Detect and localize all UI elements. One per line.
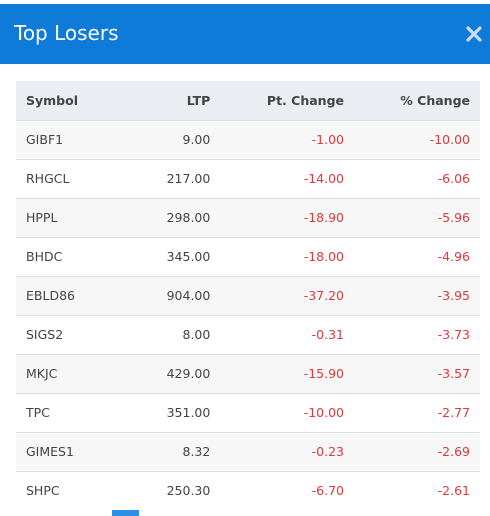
pct-change-cell: -2.61 xyxy=(437,483,470,499)
ltp-cell: 217.00 xyxy=(166,171,211,186)
symbol-cell: BHDC xyxy=(26,249,63,264)
pt-change-cell: -0.31 xyxy=(311,327,344,342)
pt-change-cell: -15.90 xyxy=(303,366,344,381)
symbol-cell: GIMES1 xyxy=(26,444,74,459)
pct-change-cell: -3.57 xyxy=(437,366,470,381)
symbol-cell: SIGS2 xyxy=(26,327,64,342)
ltp-cell: 429.00 xyxy=(166,366,211,381)
table-row[interactable]: GIBF1 9.00 -1.00 -10.00 xyxy=(16,120,480,159)
ltp-cell: 9.00 xyxy=(182,132,211,147)
table-row[interactable]: GIMES1 8.32 -0.23 -2.69 xyxy=(16,432,480,471)
symbol-cell: MKJC xyxy=(26,366,58,381)
pagination-active-page[interactable] xyxy=(112,510,139,516)
pct-change-cell: -3.73 xyxy=(437,327,470,342)
pct-change-cell: -2.77 xyxy=(437,405,470,420)
ltp-cell: 8.00 xyxy=(182,327,211,342)
pt-change-cell: -37.20 xyxy=(303,288,344,303)
table-row[interactable]: HPPL 298.00 -18.90 -5.96 xyxy=(16,198,480,237)
table-header-row: Symbol LTP Pt. Change % Change xyxy=(16,81,480,120)
close-icon[interactable] xyxy=(465,25,483,43)
pct-change-cell: -2.69 xyxy=(437,444,470,459)
pct-change-cell: -3.95 xyxy=(437,288,470,303)
table-row[interactable]: SIGS2 8.00 -0.31 -3.73 xyxy=(16,315,480,354)
table-body: GIBF1 9.00 -1.00 -10.00 RHGCL 217.00 -14.00 -6.… xyxy=(16,120,480,510)
pt-change-cell: -14.00 xyxy=(303,171,344,186)
pct-change-cell: -5.96 xyxy=(437,210,470,225)
table-row[interactable]: TPC 351.00 -10.00 -2.77 xyxy=(16,393,480,432)
pct-change-cell: -10.00 xyxy=(429,132,470,147)
table-row[interactable]: RHGCL 217.00 -14.00 -6.06 xyxy=(16,159,480,198)
pt-change-cell: -1.00 xyxy=(311,132,344,147)
close-button[interactable] xyxy=(465,25,483,43)
table-row[interactable]: SHPC 250.30 -6.70 -2.61 xyxy=(16,471,480,510)
column-header-ltp[interactable]: LTP xyxy=(186,92,211,108)
symbol-cell: SHPC xyxy=(26,483,60,499)
pct-change-cell: -4.96 xyxy=(437,249,470,264)
table-row[interactable]: EBLD86 904.00 -37.20 -3.95 xyxy=(16,276,480,315)
pct-change-cell: -6.06 xyxy=(437,171,470,186)
symbol-cell: TPC xyxy=(26,405,50,420)
losers-table: Symbol LTP Pt. Change % Change GIBF1 9.00… xyxy=(16,81,480,510)
column-header-pt-change[interactable]: Pt. Change xyxy=(266,92,344,108)
ltp-cell: 351.00 xyxy=(166,405,211,420)
modal-header: Top Losers xyxy=(0,4,490,64)
table-row[interactable]: BHDC 345.00 -18.00 -4.96 xyxy=(16,237,480,276)
pt-change-cell: -18.00 xyxy=(303,249,344,264)
pt-change-cell: -0.23 xyxy=(311,444,344,459)
ltp-cell: 250.30 xyxy=(166,483,211,499)
symbol-cell: GIBF1 xyxy=(26,132,64,147)
pt-change-cell: -6.70 xyxy=(311,483,344,499)
pt-change-cell: -10.00 xyxy=(303,405,344,420)
modal-title: Top Losers xyxy=(14,21,119,45)
ltp-cell: 904.00 xyxy=(166,288,211,303)
column-header-symbol[interactable]: Symbol xyxy=(26,92,78,108)
table-row[interactable]: MKJC 429.00 -15.90 -3.57 xyxy=(16,354,480,393)
ltp-cell: 298.00 xyxy=(166,210,211,225)
pt-change-cell: -18.90 xyxy=(303,210,344,225)
symbol-cell: EBLD86 xyxy=(26,288,75,303)
symbol-cell: HPPL xyxy=(26,210,58,225)
ltp-cell: 345.00 xyxy=(166,249,211,264)
symbol-cell: RHGCL xyxy=(26,171,70,186)
column-header-pct-change[interactable]: % Change xyxy=(400,92,470,108)
ltp-cell: 8.32 xyxy=(182,444,211,459)
